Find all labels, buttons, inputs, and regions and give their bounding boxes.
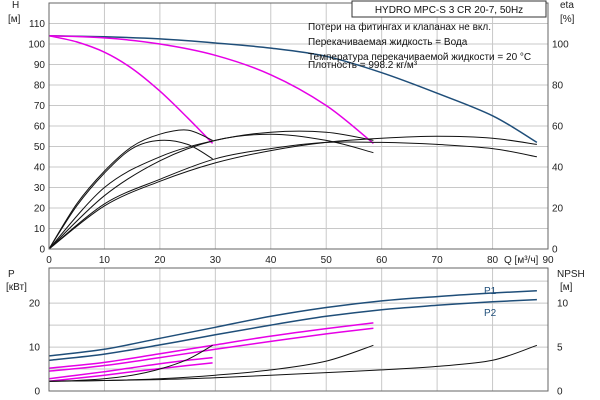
x-tick-label: 10 <box>99 255 111 266</box>
x-tick-label: 50 <box>321 255 333 266</box>
head-tick-label: 50 <box>34 142 46 153</box>
head-axis-label-unit: [м] <box>8 14 21 25</box>
top-plot-frame <box>48 2 549 250</box>
head-tick-label: 90 <box>34 60 46 71</box>
efficiency-curve <box>48 130 374 250</box>
eta-tick-label: 80 <box>552 81 564 92</box>
grid-layer <box>48 3 549 392</box>
head-tick-label: 30 <box>34 183 46 194</box>
p1-series-label: P1 <box>484 286 497 297</box>
power-reduced-curve <box>48 327 374 372</box>
head-tick-label: 110 <box>29 19 45 30</box>
head-tick-label: 100 <box>28 40 45 51</box>
power-tick-label: 20 <box>29 299 41 310</box>
npsh-curve <box>48 344 374 382</box>
power-tick-label: 0 <box>34 387 40 398</box>
npsh-axis-label-unit: [м] <box>560 282 573 293</box>
efficiency-curve <box>48 135 537 250</box>
head-curve <box>48 35 538 144</box>
head-tick-label: 80 <box>34 81 46 92</box>
efficiency-curve <box>48 129 213 250</box>
info-line: Плотность = 998.2 кг/м³ <box>308 60 418 71</box>
chart-title: HYDRO MPC-S 3 CR 20-7, 50Hz <box>375 5 523 16</box>
power-reduced-curve <box>48 356 213 380</box>
npsh-tick-label: 10 <box>557 299 569 310</box>
eta-tick-label: 40 <box>552 163 564 174</box>
power-reduced-curve <box>48 362 213 383</box>
eta-axis-label-symbol: eta <box>560 0 574 11</box>
npsh-tick-label: 0 <box>557 387 563 398</box>
x-tick-label: 90 <box>542 255 554 266</box>
x-tick-label: 80 <box>487 255 499 266</box>
head_reduced-curve <box>48 35 374 144</box>
eta-tick-label: 60 <box>552 122 564 133</box>
efficiency-curve <box>48 139 213 250</box>
chart-title-box <box>351 0 547 18</box>
efficiency-curve <box>48 141 537 250</box>
eta-tick-label: 20 <box>552 204 564 215</box>
head-tick-label: 40 <box>34 163 46 174</box>
head-tick-label: 60 <box>34 122 46 133</box>
power-reduced-curve <box>48 322 374 369</box>
info-line: Потери на фитингах и клапанах не вкл. <box>308 21 491 33</box>
x-tick-label: 60 <box>376 255 388 266</box>
x-tick-label: 30 <box>210 255 222 266</box>
npsh-curve <box>48 344 213 382</box>
flow-axis-label: Q [м³/ч] <box>504 255 539 266</box>
eta-axis-label-unit: [%] <box>560 14 575 25</box>
p2-series-label: P2 <box>484 308 497 319</box>
power-tick-label: 10 <box>29 343 41 354</box>
eta-tick-label: 100 <box>552 40 569 51</box>
tick-layer: 0 10 20 30 40 50 60 70 80 90010203040506070809010… <box>28 19 569 398</box>
info-box: Потери на фитингах и клапанах не вкл. Пе… <box>308 21 531 71</box>
x-tick-label: 0 <box>46 255 52 266</box>
x-tick-label: 40 <box>265 255 277 266</box>
npsh-axis-label-symbol: NPSH <box>557 269 585 280</box>
x-tick-label: 20 <box>154 255 166 266</box>
head-axis-label-symbol: H <box>12 0 19 11</box>
x-tick-label: 70 <box>432 255 444 266</box>
head-tick-label: 70 <box>34 101 46 112</box>
npsh-tick-label: 5 <box>557 343 563 354</box>
eta-tick-label: 0 <box>552 245 558 256</box>
power-p2-curve <box>48 298 537 362</box>
power-axis-label-unit: [кВт] <box>6 282 27 293</box>
head_reduced-curve <box>48 35 214 144</box>
power-p1-curve <box>48 290 537 357</box>
head-tick-label: 10 <box>34 224 46 235</box>
frame-layer <box>48 2 549 392</box>
head-tick-label: 0 <box>39 245 45 256</box>
head-tick-label: 20 <box>34 204 46 215</box>
bottom-plot-frame <box>48 267 549 392</box>
series-layer <box>48 35 538 383</box>
info-line: Температура перекачиваемой жидкости = 20… <box>308 52 531 63</box>
power-axis-label-symbol: P <box>8 269 15 280</box>
efficiency-curve <box>48 133 374 250</box>
info-line: Перекачиваемая жидкость = Вода <box>308 37 468 48</box>
